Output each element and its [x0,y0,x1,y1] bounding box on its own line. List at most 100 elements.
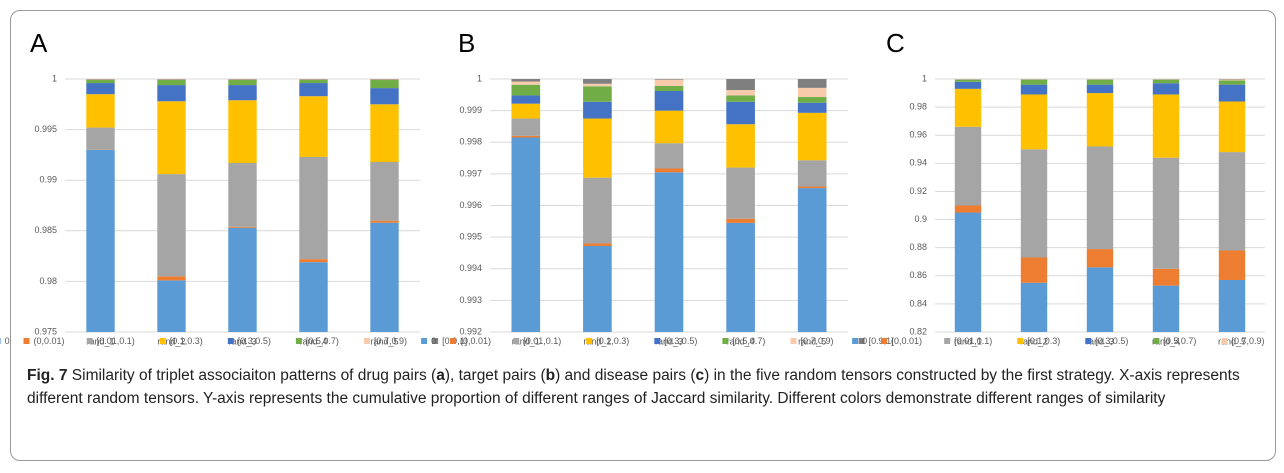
bar-segment [954,88,982,127]
legend-swatch [944,338,951,344]
legend-label: [0.7,0.9) [1232,336,1265,346]
bar-segment [726,90,755,96]
legend-label: [0.3,0.5) [1095,336,1128,346]
bar-segment [228,226,257,228]
bar-segment [1152,79,1180,84]
bar-segment [726,222,755,332]
bar-segment [299,79,328,80]
bar-segment [1152,94,1180,158]
y-tick-label: 0.998 [459,137,482,147]
legend-swatch [0,338,1,344]
bar-segment [1020,84,1048,95]
bar-segment [511,103,541,119]
x-tick-label: rand_2 [1020,336,1048,346]
x-tick-label: rand_4 [727,336,755,346]
legend-label: 0 [862,336,867,346]
bar-segment [1152,268,1180,286]
bar-segment [86,79,115,80]
legend-label: [0.5,0.7) [306,336,339,346]
legend-label: [0.1,0.3) [1027,336,1060,346]
x-tick-label: rand_1 [954,336,982,346]
bar-segment [157,80,186,86]
bar-segment [370,79,399,81]
legend-swatch [23,338,30,344]
bar-segment [797,87,827,98]
x-tick-label: rand_4 [1152,336,1180,346]
bar-segment [86,94,115,128]
legend-swatch [852,338,859,344]
bar-segment [228,162,257,227]
bar-segment [726,167,755,219]
bar-segment [797,186,827,189]
legend-label: [0.5,0.7) [732,336,765,346]
legend-label: (0,0.01) [34,336,65,346]
bar-segment [228,80,257,86]
bar-segment [954,126,982,206]
bar-segment [86,80,115,84]
y-tick-label: 0.88 [909,242,927,252]
bar-segment [797,160,827,187]
y-tick-label: 0.975 [34,326,57,336]
legend-label: [0.1,0.3) [170,336,203,346]
bar-segment [654,110,684,144]
bar-segment [797,112,827,161]
x-tick-label: rand_1 [86,336,114,346]
legend-label: [0.3,0.5) [664,336,697,346]
caption-text: ) in the five random tensors constructed… [27,367,1240,407]
bar-segment [1218,79,1246,81]
x-tick-label: rand_2 [157,336,185,346]
y-tick-label: 0.9 [914,214,927,224]
bar-segment [299,262,328,332]
bar-segment [583,243,612,246]
bar-segment [954,212,982,332]
x-tick-label: rand_3 [228,336,256,346]
bar-segment [654,79,684,80]
legend-swatch [1017,338,1024,344]
bar-segment [228,85,257,101]
legend-swatch [421,338,428,344]
bar-segment [1086,79,1114,85]
bar-segment [370,220,399,223]
bar-segment [370,222,399,332]
bar-segment [1086,249,1114,268]
bar-segment [583,83,612,87]
panel-label: A [30,28,48,58]
charts: A 0.975 0.98 0.985 0.99 0.995 1 rand_1 rand_2 ran… [0,28,1265,346]
bar-segment [1218,279,1246,332]
bar-segment [797,79,827,88]
bar-segment [726,95,755,102]
bar-segment [228,79,257,81]
y-tick-label: 0.96 [909,130,927,140]
bar-segment [726,218,755,223]
legend-label: [0.5,0.7) [1163,336,1196,346]
legend-swatch [722,338,729,344]
x-tick-label: rand_4 [299,336,327,346]
bar-segment [583,101,612,119]
legend-label: [0.01,0.1) [97,336,135,346]
bar-segment [511,135,541,138]
y-tick-label: 0.86 [909,270,927,280]
x-tick-label: rand_2 [583,336,611,346]
bar-segment [654,85,684,92]
y-tick-label: 0.993 [459,295,482,305]
legend-swatch [790,338,797,344]
bar-segment [86,83,115,95]
bar-segment [157,85,186,102]
bar-segment [1086,84,1114,94]
legend-swatch [858,338,865,344]
bar-segment [157,79,186,81]
caption-text: b [545,367,556,384]
bar-segment [954,205,982,213]
legend-swatch [159,338,166,344]
y-tick-label: 0.99 [39,175,57,185]
bar-segment [583,79,612,84]
bar-segment [1218,250,1246,280]
bar-segment [511,79,541,82]
bar-segment [1218,101,1246,153]
x-tick-label: rand_5 [1218,336,1246,346]
bar-segment [726,124,755,168]
x-tick-label: rand_1 [512,336,540,346]
bar-segment [654,172,684,332]
y-tick-label: 0.995 [459,232,482,242]
